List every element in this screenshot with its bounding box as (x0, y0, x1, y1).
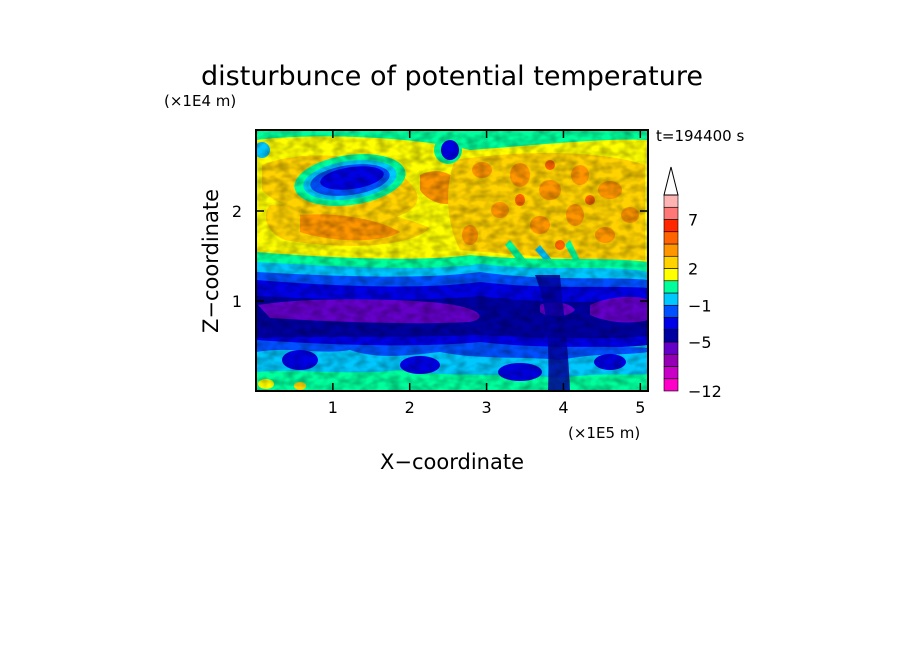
colorbar-label: −12 (688, 382, 722, 401)
x-tick-label: 2 (405, 398, 415, 417)
colorbar: 7 2 −1 −5 −12 (663, 166, 722, 401)
chart-title: disturbunce of potential temperature (201, 61, 703, 92)
colorbar-extend-arrow (663, 166, 679, 196)
x-tick-label: 5 (635, 398, 645, 417)
colorbar-segment (663, 280, 679, 294)
colorbar-segment (663, 366, 679, 380)
x-axis-title: X−coordinate (380, 450, 524, 474)
colorbar-segment (663, 292, 679, 306)
colorbar-segment (663, 378, 679, 392)
contour-field (256, 130, 648, 391)
colorbar-label: −1 (688, 296, 712, 315)
x-axis: 1 2 3 4 5 (328, 130, 645, 417)
x-tick-label: 3 (481, 398, 491, 417)
colorbar-label: −5 (688, 333, 712, 352)
plot-frame (255, 129, 649, 392)
y-unit-label: (×1E4 m) (164, 92, 236, 110)
time-label: t=194400 s (656, 127, 744, 145)
x-tick-label: 1 (328, 398, 338, 417)
colorbar-segment (663, 341, 679, 355)
colorbar-segment (663, 255, 679, 269)
y-axis: 12 (232, 202, 648, 311)
y-tick-label: 2 (232, 202, 242, 221)
colorbar-segment (663, 219, 679, 233)
colorbar-segment (663, 231, 679, 245)
colorbar-segment (663, 353, 679, 367)
colorbar-segment (663, 329, 679, 343)
colorbar-segment (663, 268, 679, 282)
colorbar-segment (663, 206, 679, 220)
y-tick-label: 1 (232, 292, 242, 311)
colorbar-segment (663, 194, 679, 208)
y-axis-title: Z−coordinate (199, 189, 223, 333)
x-unit-label: (×1E5 m) (568, 424, 640, 442)
colorbar-segment (663, 304, 679, 318)
colorbar-segment (663, 243, 679, 257)
colorbar-label: 7 (688, 211, 698, 230)
colorbar-segment (663, 317, 679, 331)
x-tick-label: 4 (558, 398, 568, 417)
colorbar-label: 2 (688, 260, 698, 279)
